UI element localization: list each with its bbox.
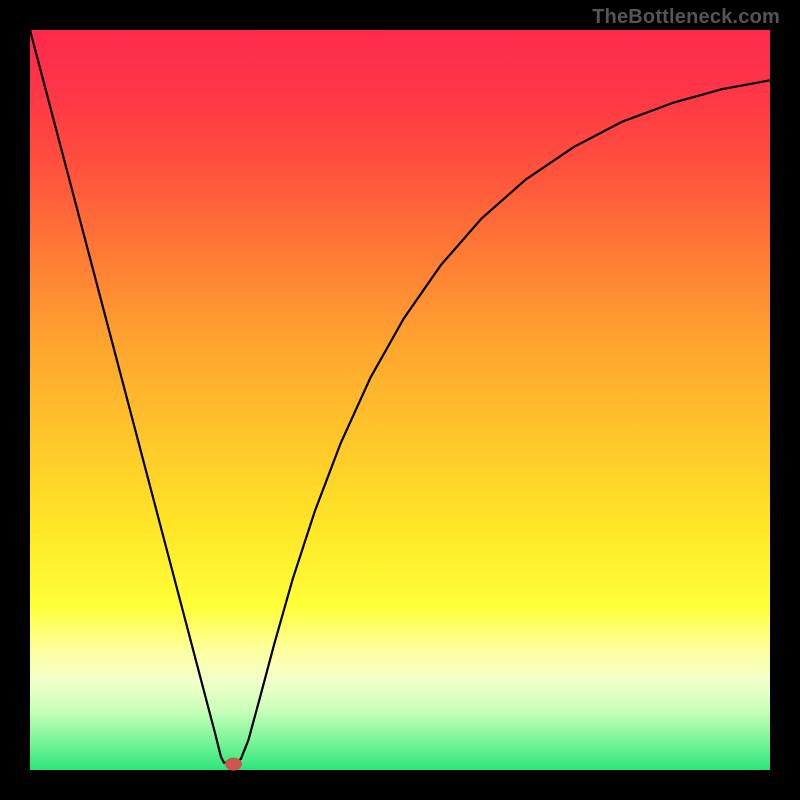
chart-container: TheBottleneck.com [0, 0, 800, 800]
watermark-text: TheBottleneck.com [592, 6, 780, 29]
optimum-marker [226, 758, 242, 770]
plot-area [30, 30, 770, 770]
bottleneck-curve [30, 30, 770, 763]
curve-layer [30, 30, 770, 770]
